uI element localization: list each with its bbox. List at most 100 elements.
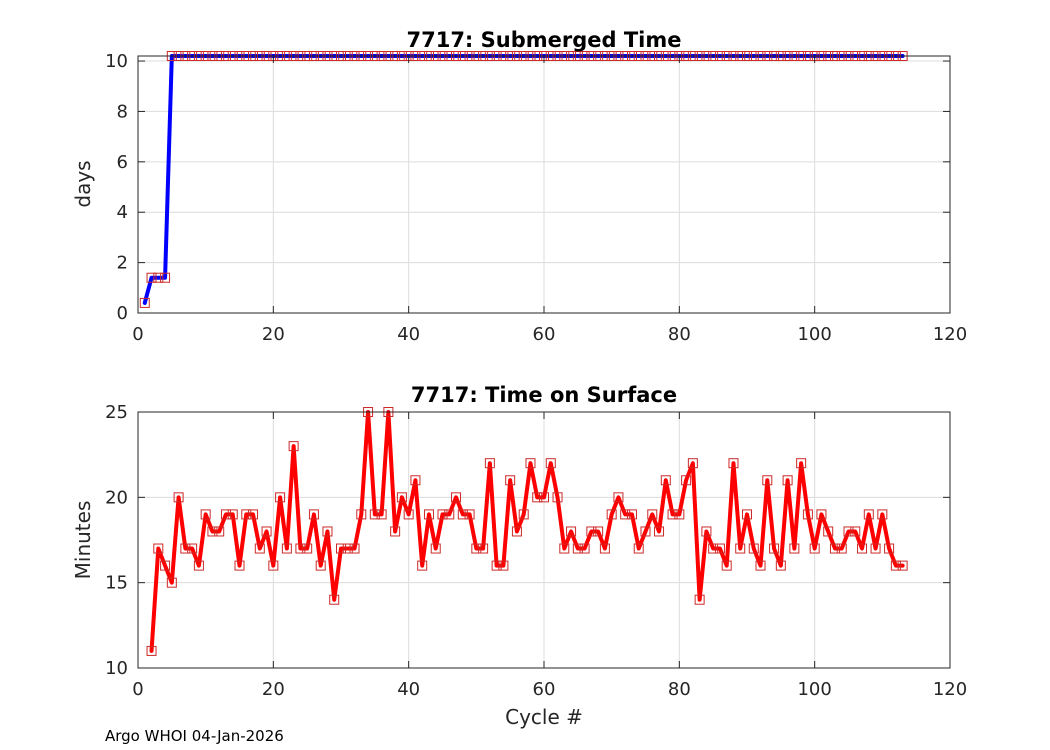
- y-axis-label: Minutes: [71, 501, 95, 580]
- x-tick-label: 80: [668, 324, 691, 345]
- data-marker: [437, 509, 448, 520]
- data-marker: [579, 543, 590, 554]
- data-marker: [823, 526, 834, 537]
- data-marker: [369, 509, 380, 520]
- y-tick-label: 15: [105, 573, 128, 594]
- data-marker: [302, 543, 313, 554]
- data-marker: [491, 560, 502, 571]
- data-marker: [390, 526, 401, 537]
- data-marker: [268, 560, 279, 571]
- data-marker: [471, 543, 482, 554]
- data-marker: [444, 509, 455, 520]
- data-marker: [423, 509, 434, 520]
- data-marker: [173, 492, 184, 503]
- data-marker: [829, 543, 840, 554]
- data-marker: [396, 492, 407, 503]
- y-tick-label: 20: [105, 487, 128, 508]
- series-path: [149, 410, 905, 653]
- data-marker: [451, 492, 462, 503]
- data-marker: [850, 526, 861, 537]
- data-marker: [782, 475, 793, 486]
- data-marker: [775, 560, 786, 571]
- data-marker: [857, 543, 868, 554]
- markers: [146, 407, 908, 656]
- data-marker: [586, 526, 597, 537]
- data-marker: [728, 458, 739, 469]
- data-marker: [234, 560, 245, 571]
- x-tick-label: 20: [262, 679, 285, 700]
- data-marker: [464, 509, 475, 520]
- data-marker: [620, 509, 631, 520]
- data-marker: [708, 543, 719, 554]
- data-marker: [336, 543, 346, 554]
- x-tick-label: 60: [533, 679, 556, 700]
- data-marker: [667, 509, 678, 520]
- data-marker: [884, 543, 895, 554]
- x-tick-label: 0: [132, 324, 143, 345]
- data-marker: [660, 475, 671, 486]
- data-marker: [897, 560, 908, 571]
- data-marker: [769, 543, 780, 554]
- series-line: [149, 410, 905, 653]
- data-marker: [403, 509, 414, 520]
- data-marker: [789, 543, 800, 554]
- data-marker: [816, 509, 827, 520]
- data-marker: [275, 492, 286, 503]
- data-marker: [254, 543, 265, 554]
- data-marker: [322, 526, 333, 537]
- data-marker: [647, 509, 658, 520]
- data-marker: [227, 509, 238, 520]
- data-marker: [559, 543, 570, 554]
- data-marker: [160, 272, 171, 283]
- y-tick-label: 2: [117, 253, 128, 274]
- data-marker: [417, 560, 428, 571]
- data-marker: [180, 543, 191, 554]
- data-marker: [248, 509, 259, 520]
- data-marker: [200, 509, 211, 520]
- data-marker: [153, 272, 164, 283]
- data-marker: [478, 543, 489, 554]
- data-marker: [241, 509, 252, 520]
- data-marker: [356, 509, 367, 520]
- data-marker: [220, 509, 231, 520]
- data-marker: [755, 560, 766, 571]
- data-marker: [802, 509, 813, 520]
- y-tick-label: 4: [117, 202, 128, 223]
- x-axis-label: Cycle #: [505, 705, 583, 729]
- y-axis-label: days: [71, 160, 95, 207]
- data-marker: [166, 577, 177, 588]
- data-marker: [890, 560, 901, 571]
- data-marker: [870, 543, 881, 554]
- x-tick-label: 120: [933, 679, 967, 700]
- data-marker: [762, 475, 773, 486]
- data-marker: [295, 543, 306, 554]
- y-tick-label: 10: [105, 51, 128, 72]
- x-tick-label: 0: [132, 679, 143, 700]
- data-marker: [342, 543, 353, 554]
- data-marker: [308, 509, 319, 520]
- data-marker: [721, 560, 732, 571]
- data-marker: [633, 543, 644, 554]
- data-marker: [281, 543, 292, 554]
- data-marker: [187, 543, 198, 554]
- data-marker: [714, 543, 725, 554]
- data-marker: [518, 509, 529, 520]
- data-marker: [836, 543, 847, 554]
- data-marker: [146, 645, 157, 656]
- x-tick-label: 120: [933, 324, 967, 345]
- data-marker: [654, 526, 665, 537]
- data-marker: [457, 509, 468, 520]
- data-marker: [214, 526, 225, 537]
- data-marker: [566, 526, 577, 537]
- data-marker: [687, 458, 698, 469]
- data-marker: [640, 526, 651, 537]
- plot-title: 7717: Time on Surface: [411, 383, 677, 407]
- data-marker: [694, 594, 705, 605]
- data-marker: [505, 475, 516, 486]
- submerged-time-plot: 0 20 40 60 80 100 120 0 2 4 6 8 10 7717: Submerged T…: [71, 28, 967, 345]
- data-marker: [532, 492, 543, 503]
- data-marker: [552, 492, 563, 503]
- data-marker: [146, 272, 157, 283]
- y-tick-label: 10: [105, 658, 128, 679]
- time-on-surface-plot: 0 20 40 60 80 100 120 10 15 20 25 7717: Time on Su…: [71, 383, 967, 729]
